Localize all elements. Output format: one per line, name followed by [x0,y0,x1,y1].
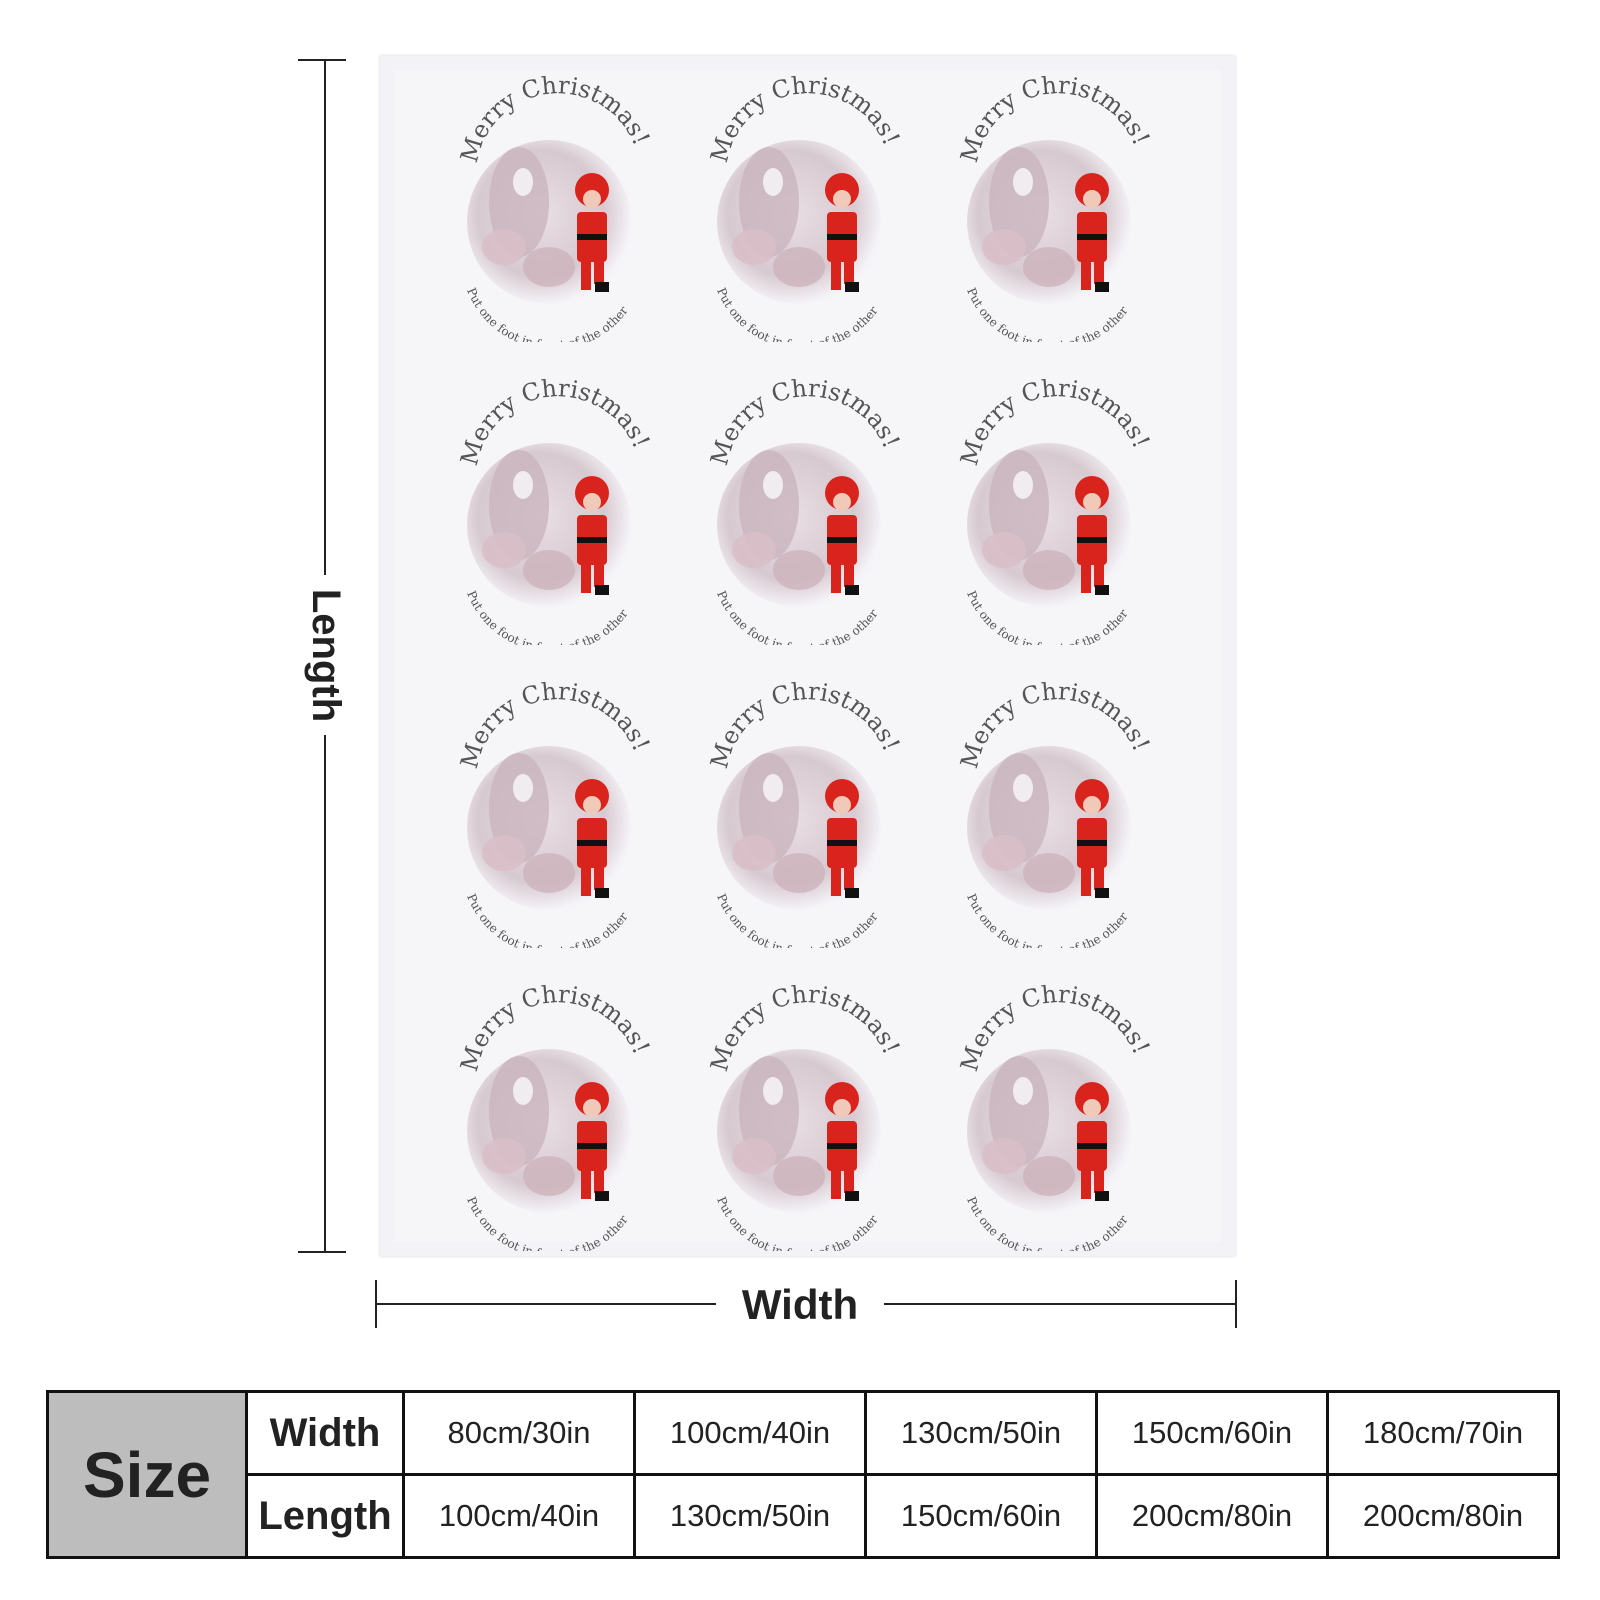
width-dimension-label: Width [716,1280,884,1330]
christmas-motif: Merry Christmas!Put one foot in front of… [699,981,909,1251]
width-cell: 100cm/40in [633,1390,867,1476]
christmas-motif: Merry Christmas!Put one foot in front of… [699,375,909,645]
width-cell: 130cm/50in [864,1390,1098,1476]
width-cell: 150cm/60in [1095,1390,1329,1476]
christmas-motif: Merry Christmas!Put one foot in front of… [699,72,909,342]
length-cell: 130cm/50in [633,1473,867,1559]
blanket-print-area: Merry Christmas!Put one foot in front of… [394,70,1221,1251]
width-cell: 180cm/70in [1326,1390,1560,1476]
length-cell: 200cm/80in [1326,1473,1560,1559]
length-dimension-bottom-cap [298,1251,346,1253]
christmas-motif: Merry Christmas!Put one foot in front of… [449,375,659,645]
christmas-motif: Merry Christmas!Put one foot in front of… [949,375,1159,645]
christmas-motif: Merry Christmas!Put one foot in front of… [699,678,909,948]
length-cell: 150cm/60in [864,1473,1098,1559]
width-dimension-right-cap [1235,1280,1237,1328]
christmas-motif: Merry Christmas!Put one foot in front of… [949,981,1159,1251]
size-table-width-row: Size Width 80cm/30in 100cm/40in 130cm/50… [46,1390,1560,1559]
width-dimension-left-cap [375,1280,377,1328]
christmas-motif: Merry Christmas!Put one foot in front of… [449,981,659,1251]
christmas-motif: Merry Christmas!Put one foot in front of… [949,678,1159,948]
length-dimension-label: Length [296,575,356,735]
blanket-product-image: Merry Christmas!Put one foot in front of… [380,56,1235,1256]
length-row-label: Length [245,1473,405,1559]
length-cell: 200cm/80in [1095,1473,1329,1559]
width-cell: 80cm/30in [402,1390,636,1476]
size-table-length-row: Length 100cm/40in 130cm/50in 150cm/60in … [48,1473,1560,1559]
christmas-motif: Merry Christmas!Put one foot in front of… [949,72,1159,342]
length-cell: 100cm/40in [402,1473,636,1559]
size-table-header: Size [46,1390,248,1559]
christmas-motif: Merry Christmas!Put one foot in front of… [449,72,659,342]
size-table: Size Width 80cm/30in 100cm/40in 130cm/50… [46,1390,1560,1559]
length-label-text: Length [304,588,349,722]
width-row-label: Width [245,1390,405,1476]
length-dimension-top-cap [298,59,346,61]
christmas-motif: Merry Christmas!Put one foot in front of… [449,678,659,948]
